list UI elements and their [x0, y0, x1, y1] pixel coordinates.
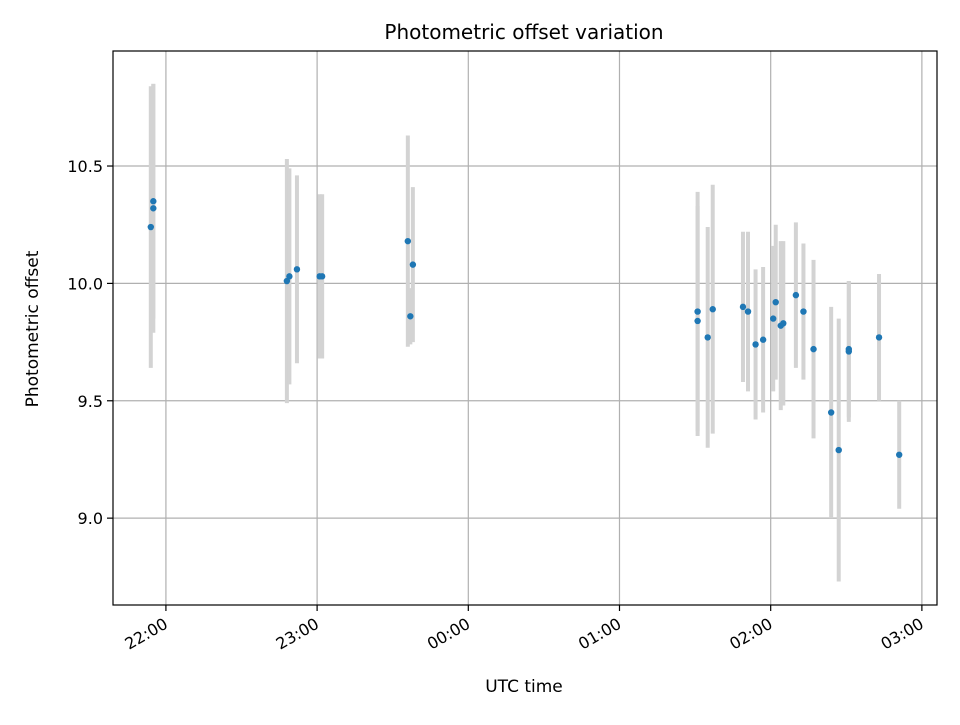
- data-point: [404, 237, 412, 245]
- data-point: [810, 345, 817, 353]
- data-point: [150, 198, 157, 205]
- plot-frame: [112, 50, 938, 606]
- data-point: [694, 308, 701, 315]
- data-point: [709, 306, 716, 313]
- grid-lines: [113, 51, 937, 605]
- data-points: [147, 198, 903, 458]
- data-point: [800, 308, 807, 315]
- data-point: [318, 273, 326, 280]
- data-point: [772, 298, 779, 306]
- data-point: [286, 273, 293, 280]
- data-point: [694, 317, 701, 325]
- y-axis-ticks: 9.0 9.5 10.0 10.5: [67, 157, 113, 528]
- x-axis-label: UTC time: [485, 677, 563, 697]
- data-point: [896, 451, 903, 458]
- data-point: [759, 336, 767, 343]
- y-axis-label: Photometric offset: [23, 250, 43, 407]
- data-point: [752, 341, 759, 348]
- data-point: [739, 303, 747, 311]
- data-point: [780, 320, 787, 327]
- data-point: [293, 266, 301, 273]
- data-point: [827, 409, 835, 416]
- data-point: [283, 277, 291, 285]
- y-tick-label: 10.5: [67, 157, 103, 176]
- data-point: [407, 313, 414, 320]
- data-point: [150, 205, 157, 212]
- data-point: [704, 334, 711, 341]
- data-point: [147, 223, 154, 231]
- data-point: [845, 348, 853, 355]
- y-tick-label: 10.0: [67, 274, 103, 293]
- chart-title: Photometric offset variation: [384, 20, 663, 44]
- y-tick-label: 9.0: [78, 509, 103, 528]
- data-point: [409, 261, 417, 268]
- data-point: [770, 315, 777, 322]
- y-tick-label: 9.5: [78, 392, 103, 411]
- data-point: [875, 334, 883, 341]
- data-point: [835, 446, 842, 454]
- data-point: [744, 308, 752, 315]
- data-point: [792, 291, 800, 299]
